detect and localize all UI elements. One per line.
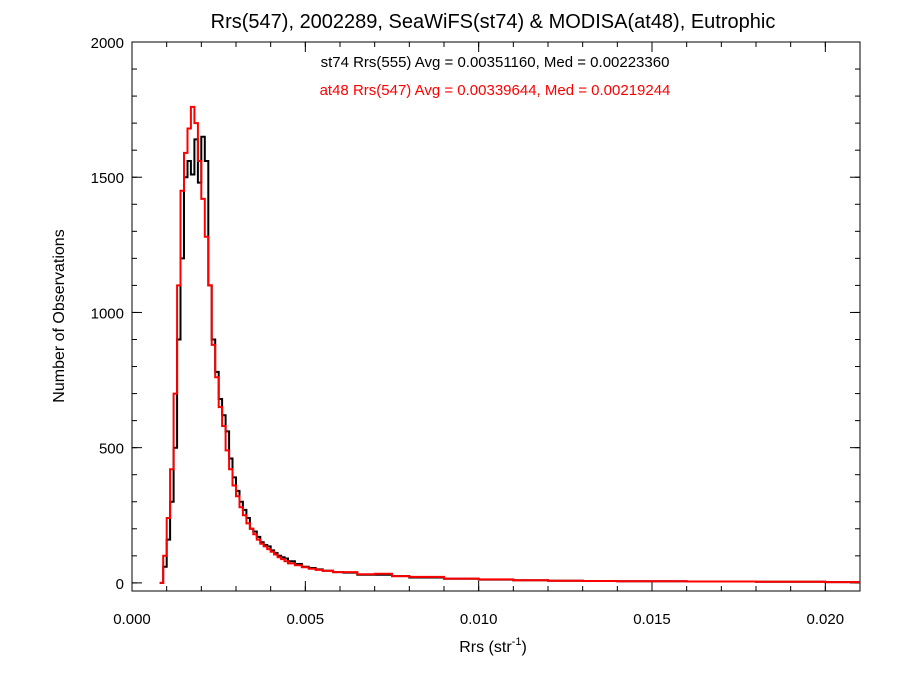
x-tick-label: 0.020 [807, 611, 845, 628]
y-axis-label: Number of Observations [51, 229, 68, 402]
stat-annotation-st74: st74 Rrs(555) Avg = 0.00351160, Med = 0.… [321, 54, 670, 71]
y-tick-label: 500 [99, 441, 124, 458]
chart-title: Rrs(547), 2002289, SeaWiFS(st74) & MODIS… [211, 11, 776, 33]
y-tick-label: 1000 [91, 305, 124, 322]
plot-frame [131, 41, 861, 592]
x-tick-label: 0.010 [460, 611, 498, 628]
series-layer [159, 105, 860, 584]
x-axis-label: Rrs (str-1) [459, 636, 527, 656]
x-axis-label-text: Rrs (str [459, 639, 512, 656]
x-tick-label: 0.015 [633, 611, 671, 628]
x-axis-label-close: ) [521, 639, 526, 656]
x-axis-label-superscript: -1 [512, 636, 522, 648]
y-tick-label: 0 [116, 576, 124, 593]
y-tick-label: 2000 [91, 35, 124, 52]
y-axis-ticks: 0 500 1000 1500 2000 [91, 35, 860, 593]
series-line-at48 [159, 105, 860, 584]
x-tick-label: 0.000 [113, 611, 151, 628]
plot-border [131, 41, 861, 592]
x-tick-label: 0.005 [287, 611, 325, 628]
stat-annotation-at48: at48 Rrs(547) Avg = 0.00339644, Med = 0.… [320, 82, 671, 99]
y-tick-label: 1500 [91, 170, 124, 187]
x-axis-ticks: 0.000 0.005 0.010 0.015 0.020 [113, 42, 861, 628]
series-line-st74 [159, 135, 860, 584]
